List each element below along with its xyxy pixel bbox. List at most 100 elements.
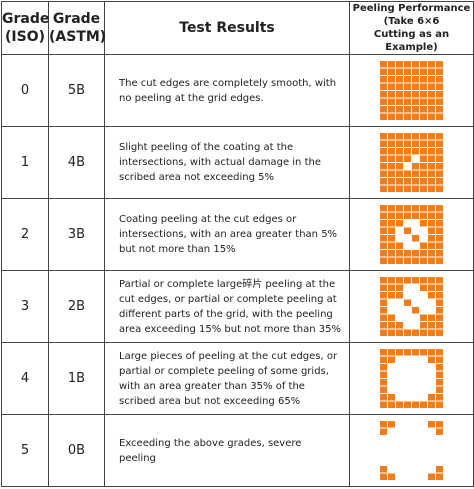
grid-cell [435,299,443,306]
grid-cell [419,257,427,264]
grid-cell [411,299,419,306]
grid-cell [395,401,403,408]
grid-cell [379,314,387,321]
header-text: Cutting as an Example) [373,29,450,53]
grid-cell [435,212,443,219]
grid-cell [435,465,443,472]
grid-cell [379,147,387,154]
grid-cell [395,170,403,177]
grid-cell [435,458,443,465]
grid-cell [427,458,435,465]
grid-cell [387,291,395,298]
grid-cell [427,75,435,82]
grid-cell [419,386,427,393]
grid-cell [395,363,403,370]
grid-cell [395,329,403,336]
header-text: (Take 6×6 [383,16,440,27]
grid-cell [395,249,403,256]
grid-cell [411,257,419,264]
grid-cell [403,378,411,385]
grid-cell [435,242,443,249]
grid-cell [411,291,419,298]
grade-iso: 3 [1,270,49,343]
grid-cell [411,105,419,112]
grid-cell [419,212,427,219]
header-text: (ISO) [5,29,45,45]
peeling-grid [378,419,445,482]
grid-cell [411,90,419,97]
grid-cell [395,306,403,313]
grid-cell [387,363,395,370]
grid-cell [427,314,435,321]
grid-cell [411,371,419,378]
grid-cell [419,132,427,139]
grid-cell [387,321,395,328]
grid-cell [387,378,395,385]
grid-cell [435,227,443,234]
grid-cell [387,458,395,465]
grid-cell [395,428,403,435]
grid-cell [387,306,395,313]
grid-cell [419,170,427,177]
grid-cell [379,83,387,90]
grid-cell [395,113,403,120]
grid-cell [379,291,387,298]
grid-cell [435,450,443,457]
grid-cell [403,321,411,328]
grid-cell [387,234,395,241]
header-cell: Peeling Performance (Take 6×6 Cutting as a… [349,1,474,55]
grid-cell [379,227,387,234]
grid-cell [435,393,443,400]
grid-cell [379,249,387,256]
grid-cell [403,393,411,400]
table-row: 0 5B The cut edges are completely smooth, … [1,54,474,127]
peeling-grid [378,203,445,266]
grid-cell [435,98,443,105]
grid-cell [387,132,395,139]
grid-cell [387,90,395,97]
grid-cell [387,204,395,211]
grid-cell [395,314,403,321]
grid-cell [395,458,403,465]
grid-cell [379,60,387,67]
grid-cell [387,162,395,169]
grid-cell [411,356,419,363]
grid-cell [395,291,403,298]
grid-cell [395,356,403,363]
grid-cell [379,90,387,97]
grid-cell [403,227,411,234]
grid-cell [427,291,435,298]
grid-cell [427,257,435,264]
grid-cell [435,291,443,298]
grid-cell [395,257,403,264]
test-result: Coating peeling at the cut edges or inte… [104,198,350,271]
grid-cell [403,306,411,313]
grid-cell [379,155,387,162]
grid-cell [419,90,427,97]
grade-astm: 0B [48,414,105,487]
grid-cell [435,321,443,328]
grade-iso: 0 [1,54,49,127]
grid-cell [395,60,403,67]
grid-cell [419,348,427,355]
grid-cell [411,227,419,234]
grid-cell [387,329,395,336]
grid-cell [403,105,411,112]
grid-cell [435,75,443,82]
grid-cell [419,458,427,465]
grid-cell [387,435,395,442]
grid-cell [395,204,403,211]
grade-iso: 5 [1,414,49,487]
grid-cell [411,443,419,450]
grid-cell [419,321,427,328]
grid-cell [427,68,435,75]
grid-cell [411,276,419,283]
grid-cell [411,401,419,408]
grid-cell [403,170,411,177]
grid-cell [379,177,387,184]
grid-cell [435,162,443,169]
grid-cell [379,458,387,465]
grid-cell [395,177,403,184]
grid-cell [411,147,419,154]
